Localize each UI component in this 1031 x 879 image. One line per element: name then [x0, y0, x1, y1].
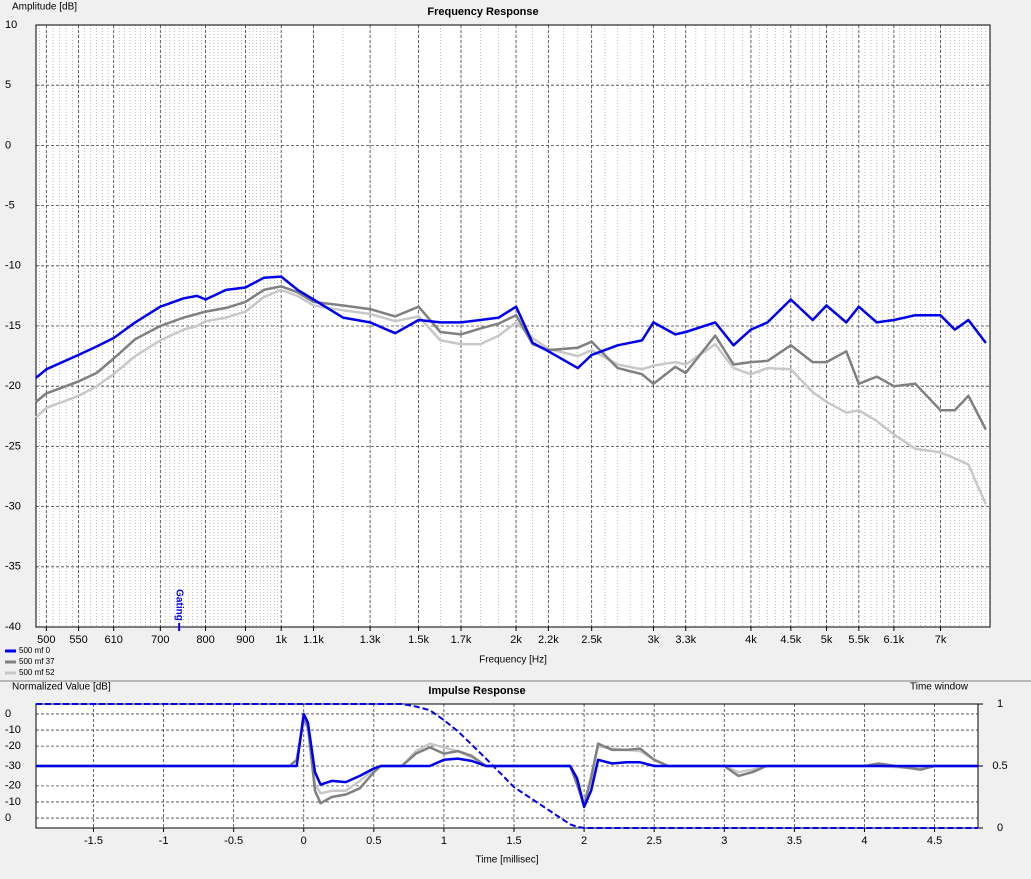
x-tick-label: 2.2k: [538, 634, 559, 646]
x-tick-label: 3k: [648, 634, 660, 646]
x-tick-label: 3: [721, 835, 727, 847]
legend-label: 500 mf 0: [19, 646, 51, 655]
x-tick-label: -0.5: [224, 835, 243, 847]
legend-label: 500 mf 37: [19, 657, 55, 666]
x-axis-label: Time [millisec]: [476, 855, 539, 866]
x-tick-label: 5k: [821, 634, 833, 646]
y-tick-label: -35: [5, 561, 21, 573]
y-tick-label: -40: [5, 621, 21, 633]
x-tick-label: 4: [861, 835, 867, 847]
y-tick-label: -20: [5, 740, 21, 752]
x-tick-label: 1: [441, 835, 447, 847]
x-tick-label: 1.5k: [408, 634, 429, 646]
x-tick-label: 1k: [275, 634, 287, 646]
chart-title: Impulse Response: [428, 685, 525, 697]
annotation-text: Gating: [174, 589, 185, 621]
x-axis-label: Frequency [Hz]: [479, 655, 547, 666]
x-tick-label: 4.5k: [780, 634, 801, 646]
x-tick-label: 2.5k: [581, 634, 602, 646]
y-tick-label: 10: [5, 19, 17, 31]
series-line: [36, 712, 978, 809]
y2-tick-label: 0: [997, 822, 1003, 834]
y-axis-label: Normalized Value [dB]: [12, 682, 111, 693]
y-tick-label: -10: [5, 260, 21, 272]
chart-title: Frequency Response: [427, 6, 538, 18]
y2-tick-label: 1: [997, 698, 1003, 710]
x-tick-label: 1.3k: [360, 634, 381, 646]
y-tick-label: -25: [5, 440, 21, 452]
x-tick-label: 1.5: [506, 835, 521, 847]
x-tick-label: 5.5k: [848, 634, 869, 646]
x-tick-label: 6.1k: [884, 634, 905, 646]
y-tick-label: 0: [5, 812, 11, 824]
y2-axis-label: Time window: [910, 682, 969, 693]
y-tick-label: -10: [5, 796, 21, 808]
y-tick-label: -30: [5, 501, 21, 513]
x-tick-label: 4.5: [927, 835, 942, 847]
series-line: [36, 703, 978, 829]
y-tick-label: -10: [5, 724, 21, 736]
x-tick-label: 0.5: [366, 835, 381, 847]
y-tick-label: -5: [5, 200, 15, 212]
x-tick-label: 3.3k: [675, 634, 696, 646]
y-tick-label: -20: [5, 380, 21, 392]
y-axis-label: Amplitude [dB]: [12, 2, 77, 13]
x-tick-label: 2: [581, 835, 587, 847]
x-tick-label: 1.1k: [303, 634, 324, 646]
x-tick-label: 800: [196, 634, 214, 646]
legend-label: 500 mf 52: [19, 668, 55, 677]
x-tick-label: -1: [159, 835, 169, 847]
x-tick-label: 7k: [935, 634, 947, 646]
series-line: [35, 275, 987, 379]
x-tick-label: 900: [236, 634, 254, 646]
x-tick-label: 0: [301, 835, 307, 847]
x-tick-label: 1.7k: [451, 634, 472, 646]
x-tick-label: 500: [37, 634, 55, 646]
x-tick-label: 2.5: [647, 835, 662, 847]
x-tick-label: 3.5: [787, 835, 802, 847]
y-tick-label: 5: [5, 79, 11, 91]
y-tick-label: -20: [5, 780, 21, 792]
x-tick-label: 4k: [745, 634, 757, 646]
plot-border: [35, 24, 991, 628]
y2-tick-label: 0.5: [992, 760, 1007, 772]
y-tick-label: 0: [5, 139, 11, 151]
y-tick-label: -15: [5, 320, 21, 332]
y-tick-label: -30: [5, 760, 21, 772]
x-tick-label: 2k: [510, 634, 522, 646]
x-tick-label: -1.5: [84, 835, 103, 847]
series-line: [35, 285, 987, 431]
y-tick-label: 0: [5, 708, 11, 720]
x-tick-label: 550: [69, 634, 87, 646]
x-tick-label: 610: [105, 634, 123, 646]
x-tick-label: 700: [151, 634, 169, 646]
